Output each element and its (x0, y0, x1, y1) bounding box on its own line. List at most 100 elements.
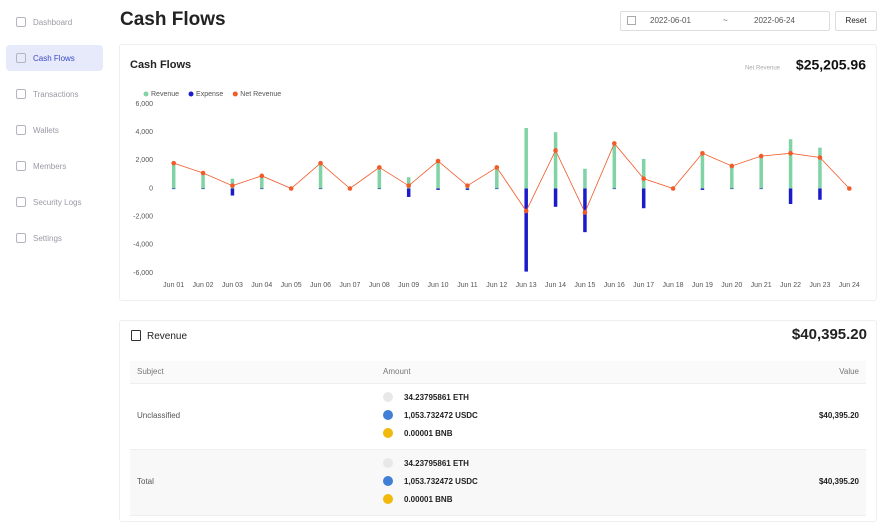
date-picker[interactable]: 2022-06-01 ~ 2022-06-24 (620, 11, 830, 31)
legend-label: Net Revenue (240, 91, 281, 98)
bar (524, 127, 528, 189)
x-tick-label: Jun 24 (839, 282, 860, 289)
table-row (130, 450, 866, 516)
x-tick-label: Jun 19 (692, 282, 713, 289)
x-tick-label: Jun 11 (457, 282, 478, 289)
icon (16, 161, 26, 171)
icon (16, 233, 26, 243)
bar (524, 188, 528, 272)
label: Members (33, 161, 67, 171)
bar (788, 188, 793, 204)
bar (201, 173, 205, 189)
table-header (130, 361, 866, 384)
bar (436, 188, 440, 190)
bar (377, 167, 382, 189)
legend-label: Expense (196, 91, 223, 98)
bar (377, 188, 382, 190)
legend-swatch (143, 91, 149, 97)
x-tick-label: Jun 14 (545, 282, 566, 289)
x-tick-label: Jun 05 (281, 282, 302, 289)
x-tick-label: Jun 06 (310, 282, 331, 289)
bar (583, 168, 587, 189)
amount: 1,053.732472 USDC (404, 477, 478, 486)
bar (553, 132, 558, 189)
net-point (700, 150, 705, 156)
x-tick-label: Jun 13 (516, 282, 537, 289)
legend-label: Revenue (151, 91, 179, 98)
x-tick-label: Jun 09 (398, 282, 419, 289)
bar (171, 188, 176, 190)
net-point (435, 158, 441, 164)
bar (730, 188, 734, 190)
bar (818, 147, 822, 189)
net-point (641, 176, 646, 181)
amount: 34.23795861 ETH (404, 459, 469, 468)
label: Dashboard (33, 17, 73, 27)
net-point (200, 170, 206, 176)
net-point (465, 183, 470, 188)
summary-value: $25,205.96 (796, 57, 866, 73)
column-header: Value (839, 367, 859, 376)
y-tick-label: 0 (149, 185, 153, 192)
net-point (612, 141, 617, 146)
net-point (817, 155, 823, 160)
sidebar-item[interactable]: Security Logs (6, 189, 103, 215)
y-tick-label: -2,000 (133, 214, 153, 221)
net-point (230, 183, 235, 188)
row-value: $40,395.20 (818, 477, 859, 486)
icon (16, 17, 26, 27)
x-tick-label: Jun 18 (663, 282, 684, 289)
sidebar-item[interactable]: Members (6, 153, 103, 179)
x-tick-label: Jun 03 (222, 282, 243, 289)
sidebar-item[interactable]: Dashboard (6, 9, 103, 35)
coin-icon (383, 428, 393, 438)
x-tick-label: Jun 02 (193, 282, 214, 289)
label: Transactions (33, 89, 79, 99)
x-tick-label: Jun 21 (751, 282, 772, 289)
net-point (171, 160, 176, 166)
x-tick-label: Jun 22 (780, 282, 801, 289)
x-tick-label: Jun 23 (809, 282, 830, 289)
x-tick-label: Jun 17 (633, 282, 654, 289)
chart-card: Cash Flows Net Revenue $25,205.96 -6,000… (119, 44, 877, 301)
bar (700, 151, 705, 189)
page-title: Cash Flows (120, 9, 226, 30)
reset-button[interactable]: Reset (835, 11, 877, 31)
net-point (758, 153, 764, 159)
coin-icon (383, 410, 393, 420)
sidebar-item[interactable]: Settings (6, 225, 103, 251)
label: Settings (33, 233, 62, 243)
y-tick-label: -4,000 (133, 242, 153, 249)
amount: 0.00001 BNB (404, 495, 453, 504)
calendar-icon (627, 16, 636, 25)
sidebar-item[interactable]: Transactions (6, 81, 103, 107)
net-point (847, 186, 852, 191)
x-tick-label: Jun 04 (251, 282, 272, 289)
date-separator: ~ (723, 16, 728, 25)
net-point (788, 150, 793, 156)
bar (818, 188, 822, 200)
bar (700, 188, 705, 190)
revenue-icon (131, 330, 141, 341)
net-point (406, 183, 411, 188)
bar (641, 158, 646, 189)
net-point (729, 163, 735, 169)
net-point (582, 210, 588, 215)
x-tick-label: Jun 20 (721, 282, 742, 289)
coin-icon (383, 494, 393, 504)
label: Wallets (33, 125, 59, 135)
row-value: $40,395.20 (818, 411, 859, 420)
net-point (259, 173, 265, 179)
amount: 0.00001 BNB (404, 429, 453, 438)
date-to: 2022-06-24 (754, 16, 795, 25)
bar (318, 163, 323, 189)
bar (730, 164, 734, 189)
sidebar-item[interactable]: Wallets (6, 117, 103, 143)
bar (612, 188, 617, 190)
legend-swatch (188, 91, 194, 97)
bar (230, 188, 235, 196)
x-tick-label: Jun 01 (163, 282, 184, 289)
bar (759, 188, 763, 190)
sidebar-item[interactable]: Cash Flows (6, 45, 103, 71)
